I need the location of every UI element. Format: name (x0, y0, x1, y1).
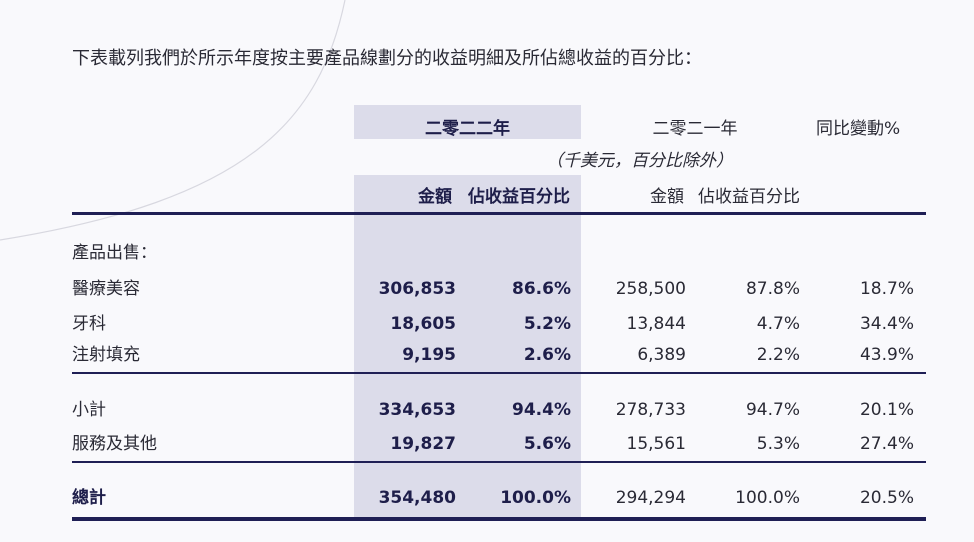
cell-p22: 86.6% (512, 279, 571, 299)
header-amount-2022: 金額 (418, 187, 452, 207)
header-year-2021: 二零二一年 (652, 119, 738, 139)
cell-a22: 306,853 (378, 279, 456, 299)
cell-p21: 4.7% (756, 314, 800, 334)
cell-yoy: 20.5% (859, 488, 914, 508)
header-rule (72, 212, 926, 215)
unit-note: （千美元，百分比除外） (546, 151, 733, 171)
cell-p22: 94.4% (512, 400, 571, 420)
cell-a21: 13,844 (626, 314, 686, 334)
cell-a22: 18,605 (390, 314, 456, 334)
section-label: 產品出售： (72, 243, 157, 263)
cell-a22: 9,195 (402, 345, 456, 365)
header-yoy: 同比變動% (816, 119, 901, 139)
cell-p21: 94.7% (745, 400, 800, 420)
header-year-2022: 二零二二年 (425, 119, 510, 139)
cell-p21: 100.0% (735, 488, 800, 508)
intro-text: 下表載列我們於所示年度按主要產品線劃分的收益明細及所佔總收益的百分比： (72, 48, 702, 69)
cell-yoy: 43.9% (859, 345, 914, 365)
cell-p21: 2.2% (756, 345, 800, 365)
cell-p21: 87.8% (745, 279, 800, 299)
cell-p22: 2.6% (523, 345, 571, 365)
bottom-rule (72, 517, 926, 521)
cell-yoy: 34.4% (859, 314, 914, 334)
row-label: 醫療美容 (72, 279, 140, 299)
cell-p21: 5.3% (756, 434, 800, 454)
cell-a21: 15,561 (626, 434, 686, 454)
row-label: 牙科 (72, 314, 106, 334)
cell-a21: 278,733 (615, 400, 686, 420)
total-rule (72, 461, 926, 463)
header-pct-2022: 佔收益百分比 (468, 187, 570, 207)
row-label: 服務及其他 (72, 434, 157, 454)
cell-a22: 334,653 (378, 400, 456, 420)
cell-a22: 354,480 (378, 488, 456, 508)
highlight-header-2022 (354, 105, 581, 139)
cell-a22: 19,827 (390, 434, 456, 454)
cell-p22: 5.2% (523, 314, 571, 334)
cell-p22: 100.0% (500, 488, 571, 508)
cell-p22: 5.6% (523, 434, 571, 454)
highlight-column-2022 (354, 175, 581, 520)
header-pct-2021: 佔收益百分比 (698, 187, 800, 207)
row-label: 小計 (72, 400, 106, 420)
cell-a21: 6,389 (637, 345, 686, 365)
cell-yoy: 18.7% (859, 279, 914, 299)
header-amount-2021: 金額 (650, 187, 684, 207)
subtotal-rule (72, 372, 926, 374)
row-label: 注射填充 (72, 345, 140, 365)
cell-yoy: 27.4% (859, 434, 914, 454)
cell-yoy: 20.1% (859, 400, 914, 420)
row-label: 總計 (72, 488, 106, 508)
cell-a21: 258,500 (615, 279, 686, 299)
cell-a21: 294,294 (615, 488, 686, 508)
